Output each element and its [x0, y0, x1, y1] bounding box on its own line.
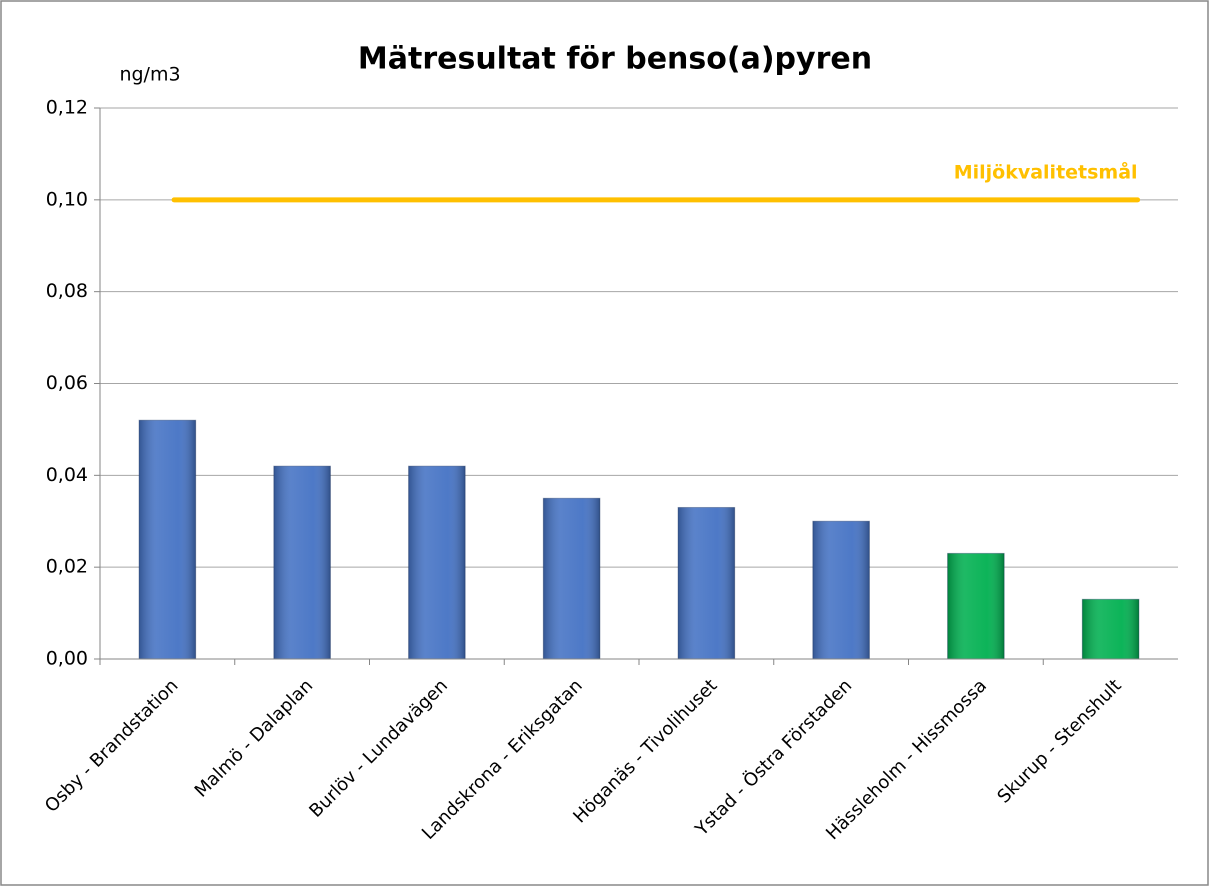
bar-shade — [543, 498, 600, 659]
y-tick-label: 0,12 — [46, 97, 88, 119]
y-axis-unit: ng/m3 — [119, 64, 180, 86]
bar-shade — [947, 553, 1005, 659]
y-tick-label: 0,04 — [46, 464, 88, 486]
bar-shade — [678, 507, 735, 659]
y-tick-label: 0,08 — [46, 280, 88, 302]
y-tick-label: 0,00 — [46, 648, 88, 670]
bar-shade — [408, 466, 466, 659]
bar-shade — [273, 466, 331, 659]
target-label: Miljökvalitetsmål — [954, 159, 1138, 183]
bar-shade — [139, 420, 196, 659]
y-tick-label: 0,10 — [46, 188, 88, 210]
bar-shade — [812, 521, 870, 659]
y-tick-label: 0,02 — [46, 556, 88, 578]
y-tick-label: 0,06 — [46, 372, 88, 394]
chart-title: Mätresultat för benso(a)pyren — [358, 42, 872, 77]
bar-shade — [1082, 599, 1139, 659]
